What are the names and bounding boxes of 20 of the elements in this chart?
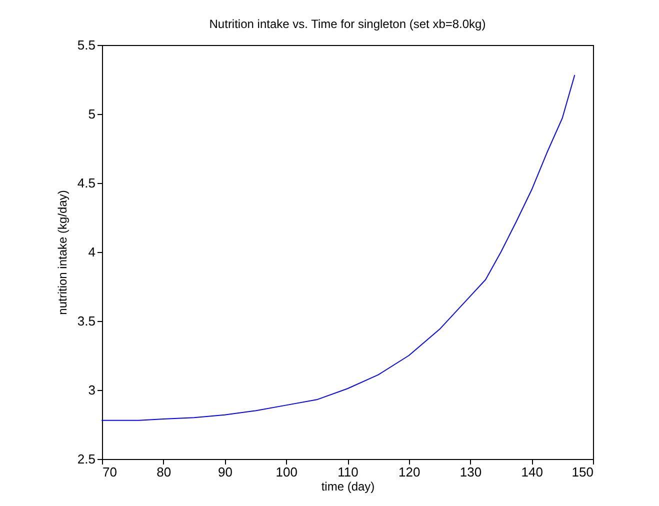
y-tick-label: 3.5: [77, 314, 96, 328]
x-tick-label: 70: [102, 464, 117, 480]
x-tick-label: 120: [398, 464, 420, 480]
line-series: [102, 74, 576, 421]
y-tick-label: 4.5: [77, 176, 96, 190]
x-tick-label: 80: [156, 464, 172, 480]
y-tick-label: 5.5: [77, 38, 96, 52]
x-tick-label: 140: [521, 464, 543, 480]
chart-title: Nutrition intake vs. Time for singleton (set xb=8.0kg): [209, 17, 486, 31]
y-tick-label: 5: [88, 106, 96, 122]
x-tick-label: 100: [276, 464, 298, 480]
x-axis-title: time (day): [321, 480, 375, 494]
y-axis-title: nutrition intake (kg/day): [55, 190, 70, 315]
x-tick-label: 130: [460, 464, 482, 480]
y-tick-label: 3: [88, 382, 96, 398]
x-tick-label: 90: [218, 464, 232, 480]
y-tick-label: 4: [88, 244, 96, 260]
y-tick-label: 2.5: [77, 452, 96, 466]
x-tick-label: 110: [338, 464, 358, 480]
x-tick-label: 150: [572, 464, 594, 480]
